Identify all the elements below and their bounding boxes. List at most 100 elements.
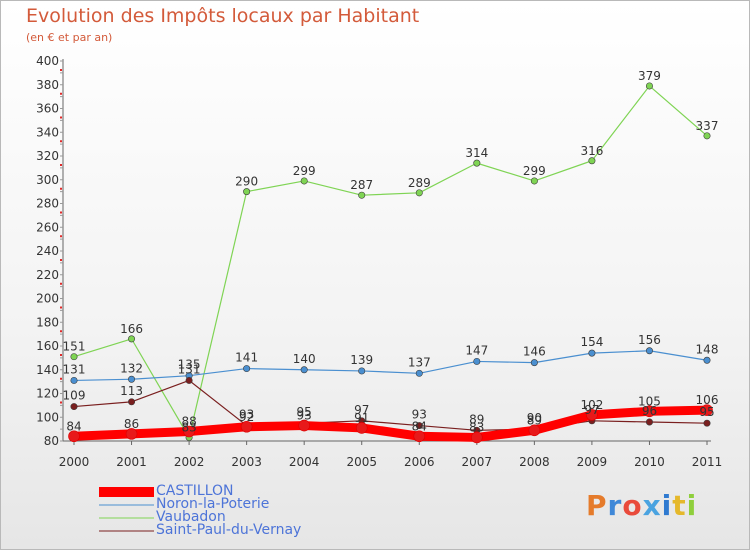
logo-letter: x [642, 489, 662, 522]
data-point-2 [530, 177, 538, 185]
data-point-3 [703, 419, 711, 427]
y-tick-label: 280 [36, 197, 59, 211]
series-line-2 [73, 85, 708, 439]
data-label: 156 [638, 333, 661, 347]
y-tick-label: 160 [36, 339, 59, 353]
data-point-2 [70, 353, 78, 361]
data-label: 287 [350, 178, 373, 192]
y-axis-dot [60, 211, 62, 214]
y-axis-dot [60, 282, 62, 285]
data-point-1 [415, 369, 423, 377]
data-point-1 [300, 366, 308, 374]
data-point-3 [645, 418, 653, 426]
x-tick-label: 2009 [577, 455, 608, 469]
data-point-0 [471, 431, 483, 444]
data-label: 154 [580, 335, 603, 349]
logo-letter: t [672, 489, 687, 522]
data-label: 379 [638, 69, 661, 83]
data-label: 148 [696, 342, 719, 356]
legend-swatch-vaubadon [99, 517, 154, 518]
series-line-0 [69, 405, 712, 442]
data-label: 83 [181, 420, 196, 434]
data-label: 106 [696, 393, 719, 407]
legend-swatch-castillon [99, 486, 154, 497]
data-label: 135 [178, 358, 201, 372]
data-label: 151 [63, 340, 86, 354]
x-tick-label: 2011 [692, 455, 723, 469]
x-tick-label: 2007 [462, 455, 493, 469]
logo-letter: o [622, 489, 643, 522]
y-tick-label: 200 [36, 292, 59, 306]
data-label: 97 [584, 403, 599, 417]
legend-label-saint-paul: Saint-Paul-du-Vernay [156, 522, 302, 538]
data-label: 139 [350, 353, 373, 367]
data-label: 84 [412, 419, 427, 433]
data-point-1 [70, 376, 78, 384]
data-point-3 [70, 403, 78, 411]
data-label: 90 [527, 411, 542, 425]
series-line-1 [73, 350, 708, 382]
y-tick-label: 300 [36, 173, 59, 187]
data-point-0 [240, 420, 253, 433]
data-label: 89 [527, 413, 542, 427]
y-tick-label: 100 [36, 410, 59, 424]
y-tick-label: 240 [36, 244, 59, 258]
data-label: 314 [465, 146, 488, 160]
data-point-2 [358, 191, 366, 199]
y-axis-dot [60, 259, 62, 261]
data-point-0 [701, 404, 713, 416]
data-point-3 [185, 376, 193, 384]
y-axis-dot [60, 354, 62, 356]
data-label: 95 [297, 405, 312, 419]
data-point-2 [703, 132, 711, 140]
data-point-0 [355, 422, 368, 434]
data-label: 132 [120, 361, 143, 375]
data-label: 95 [699, 405, 714, 419]
y-axis-dot [60, 306, 62, 309]
y-axis-dot [60, 401, 62, 404]
data-point-1 [645, 347, 653, 355]
legend-label-vaubadon: Vaubadon [156, 509, 226, 525]
data-label: 93 [239, 408, 254, 422]
data-label: 89 [469, 412, 484, 426]
data-label: 131 [63, 362, 86, 376]
data-label: 113 [120, 384, 143, 398]
data-label: 96 [642, 404, 657, 418]
legend-label-castillon: CASTILLON [156, 483, 234, 499]
x-tick-label: 2003 [231, 455, 262, 469]
x-tick-label: 2010 [634, 455, 665, 469]
data-label: 102 [580, 398, 603, 412]
logo-letter: r [607, 489, 623, 522]
data-point-0 [528, 424, 541, 437]
data-label: 299 [523, 164, 546, 178]
y-axis-dot [60, 330, 62, 333]
data-point-3 [128, 398, 136, 406]
y-axis-dot [60, 187, 62, 190]
logo-letter: P [586, 489, 608, 522]
chart-subtitle: (en € et par an) [26, 31, 113, 44]
y-tick-label: 140 [36, 363, 59, 377]
data-point-1 [588, 349, 596, 357]
x-tick-label: 2000 [59, 455, 90, 469]
data-label: 84 [66, 419, 81, 433]
data-point-3 [415, 422, 423, 430]
x-tick-label: 2006 [404, 455, 435, 469]
x-tick-label: 2001 [116, 455, 147, 469]
data-label: 131 [178, 362, 201, 376]
y-tick-label: 120 [36, 387, 59, 401]
x-tick-label: 2005 [346, 455, 377, 469]
y-axis-dot [60, 92, 62, 95]
data-label: 289 [408, 176, 431, 190]
data-point-2 [300, 177, 308, 185]
data-point-2 [473, 159, 481, 167]
y-axis-dot [60, 116, 62, 119]
data-point-2 [415, 189, 423, 197]
y-tick-label: 80 [44, 434, 59, 448]
data-label: 337 [696, 119, 719, 133]
data-point-1 [703, 356, 711, 364]
data-label: 146 [523, 345, 546, 359]
y-tick-label: 360 [36, 102, 59, 116]
x-tick-label: 2008 [519, 455, 550, 469]
chart-title: Evolution des Impôts locaux par Habitant [26, 5, 420, 27]
y-axis-dot [60, 140, 62, 143]
